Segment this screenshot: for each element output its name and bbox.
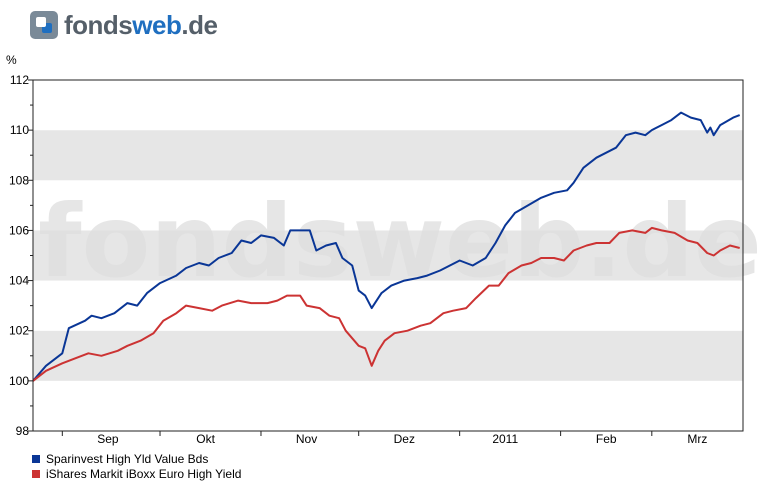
grid-band [33,80,743,131]
y-unit-label: % [6,53,17,67]
y-tick-label: 106 [9,223,29,237]
y-tick-label: 110 [10,123,29,137]
grid-band [33,130,743,181]
watermark-text: fondsweb.de [38,183,762,300]
y-tick-label: 104 [9,274,29,288]
y-tick-label: 108 [9,173,29,187]
y-tick-label: 102 [9,324,29,338]
y-tick-label: 112 [10,73,29,87]
logo-accent: web [132,9,182,40]
plot-frame [32,79,744,432]
legend-swatch-ishares [32,469,40,478]
x-tick-label: 2011 [492,432,518,446]
chart-background-bands [33,80,743,431]
fondsweb-logo[interactable]: fondsweb.de [30,8,218,42]
x-tick-label: Mrz [687,432,707,446]
grid-band [33,380,743,431]
y-tick-label: 100 [9,374,29,388]
x-tick-label: Nov [296,432,317,446]
y-axis: 98 100 102 104 106 108 110 112 [9,73,33,438]
legend-label-sparinvest: Sparinvest High Yld Value Bds [46,451,209,466]
legend-swatch-sparinvest [32,454,40,463]
grid-band [33,230,743,281]
series-line-sparinvest [32,111,741,382]
legend-label-ishares: iShares Markit iBoxx Euro High Yield [46,466,242,481]
x-tick-label: Dez [394,432,415,446]
series-lines [32,111,741,382]
grid-band [33,180,743,231]
series-line-ishares [32,226,740,382]
legend-item-ishares: iShares Markit iBoxx Euro High Yield [32,466,241,481]
logo-wordmark: fondsweb.de [64,9,218,41]
legend-item-sparinvest: Sparinvest High Yld Value Bds [32,451,241,466]
performance-chart: % fondsweb.de 98 100 102 104 106 108 110 112 Se… [6,53,762,446]
y-tick-label: 98 [16,424,30,438]
x-tick-label: Okt [196,432,215,446]
x-tick-label: Feb [596,432,617,446]
fondsweb-logo-icon [30,11,58,39]
x-tick-label: Sep [97,432,119,446]
logo-suffix: .de [181,9,218,40]
x-axis: Sep Okt Nov Dez 2011 Feb Mrz [61,431,707,446]
legend: Sparinvest High Yld Value Bds iShares Ma… [32,451,241,481]
logo-brand: fonds [64,9,133,40]
